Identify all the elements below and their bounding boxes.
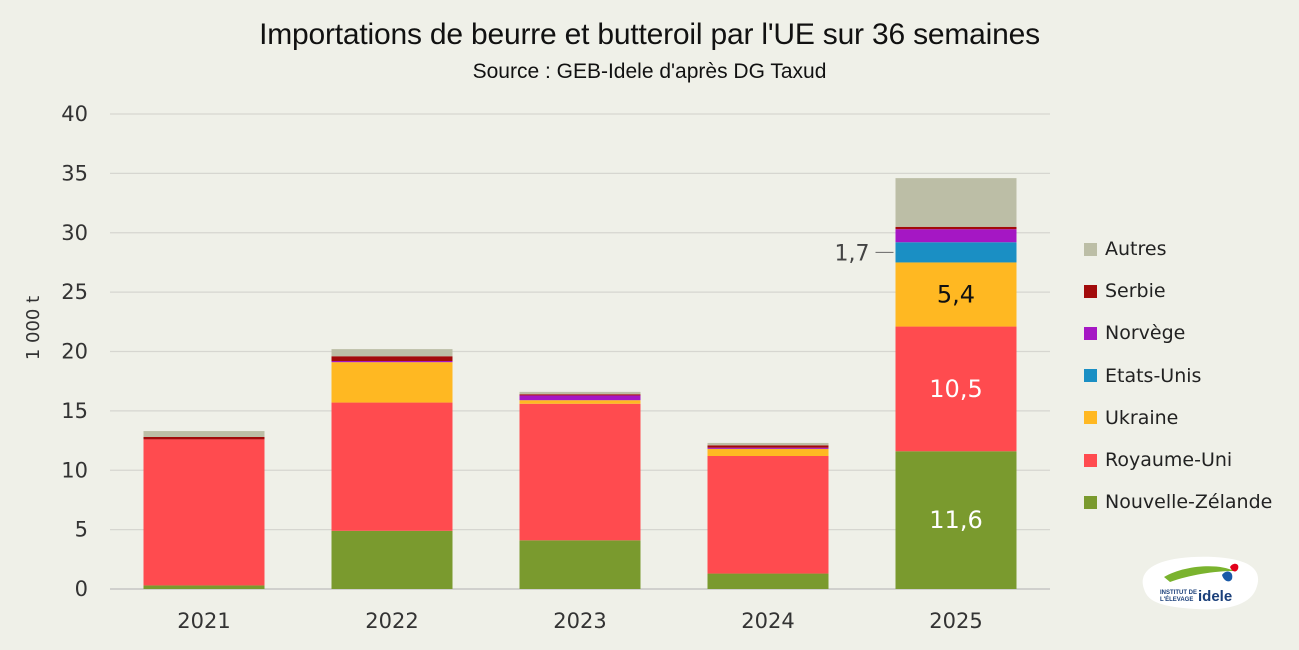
bar-segment (331, 362, 453, 403)
legend-swatch (1084, 242, 1097, 256)
data-label: 5,4 (937, 281, 975, 309)
y-axis-label: 1 000 t (23, 296, 44, 360)
y-tick-label: 20 (61, 340, 88, 364)
y-tick-label: 10 (61, 458, 88, 482)
chart-title: Importations de beurre et butteroil par … (259, 18, 1040, 51)
bar-segment (331, 349, 453, 357)
y-tick-label: 30 (61, 221, 88, 245)
bar-segment (707, 573, 829, 589)
bar-segment (895, 178, 1017, 227)
legend-item: Serbie (1084, 270, 1272, 312)
y-tick-label: 35 (61, 161, 88, 185)
legend-swatch (1084, 495, 1097, 509)
legend-label: Autres (1105, 238, 1167, 261)
x-tick-label: 2025 (929, 609, 982, 633)
logo-brand: idele (1198, 588, 1232, 605)
bar-segment (895, 262, 1017, 327)
chart-subtitle: Source : GEB-Idele d'après DG Taxud (472, 60, 827, 83)
legend-swatch (1084, 369, 1097, 383)
bar-segment (143, 431, 265, 437)
y-tick-label: 5 (75, 518, 88, 542)
bar-segment (895, 242, 1017, 263)
data-label: 10,5 (929, 375, 982, 403)
legend-label: Norvège (1105, 322, 1186, 345)
x-tick-label: 2023 (553, 609, 606, 633)
bar-segment (519, 540, 641, 589)
legend-swatch (1084, 411, 1097, 425)
legend-item: Royaume-Uni (1084, 439, 1272, 481)
bar-segment (707, 456, 829, 574)
legend-swatch (1084, 326, 1097, 340)
bar-segment (331, 361, 453, 363)
legend-item: Etats-Unis (1084, 355, 1272, 397)
x-tick-label: 2021 (177, 609, 230, 633)
bar-segment (895, 326, 1017, 452)
legend-item: Norvège (1084, 312, 1272, 354)
legend-label: Ukraine (1105, 406, 1179, 429)
y-tick-label: 40 (61, 102, 88, 126)
idele-logo: INSTITUT DE L'ÉLEVAGE idele (1134, 549, 1264, 616)
bar-segment (895, 451, 1017, 589)
legend: Autres Serbie Norvège Etats-Unis Ukraine Roya… (1084, 228, 1272, 523)
bar-segment (519, 395, 641, 401)
bar-segment (519, 403, 641, 541)
data-label: 11,6 (929, 506, 982, 534)
bar-segment (895, 226, 1017, 230)
y-tick-label: 0 (75, 577, 88, 601)
x-axis-ticks: 2021 2022 2023 2024 2025 (177, 609, 982, 633)
bar-segment (143, 585, 265, 589)
bar-segment (519, 400, 641, 404)
legend-swatch (1084, 284, 1097, 298)
legend-label: Serbie (1105, 280, 1166, 303)
bar-segment (519, 394, 641, 396)
y-axis-ticks: 0 5 10 15 20 25 30 35 40 (61, 102, 88, 601)
legend-label: Etats-Unis (1105, 364, 1202, 387)
data-label: 1,7 (835, 241, 870, 266)
x-tick-label: 2022 (365, 609, 418, 633)
legend-swatch (1084, 453, 1097, 467)
bar-segment (707, 445, 829, 448)
bar-segment (707, 448, 829, 456)
data-labels: 11,6 10,5 5,4 1,7 (835, 241, 983, 534)
legend-item: Nouvelle-Zélande (1084, 481, 1272, 523)
logo-line1: INSTITUT DE (1160, 590, 1197, 596)
logo-line2: L'ÉLEVAGE (1160, 595, 1193, 603)
bar-segment (331, 402, 453, 531)
bar-segment (143, 437, 265, 440)
bar-segment (707, 442, 829, 446)
bars (143, 178, 1017, 589)
bar-segment (707, 447, 829, 449)
legend-item: Autres (1084, 228, 1272, 270)
y-tick-label: 25 (61, 280, 88, 304)
legend-label: Nouvelle-Zélande (1105, 491, 1273, 514)
bar-segment (143, 439, 265, 586)
bar-segment (331, 356, 453, 361)
legend-label: Royaume-Uni (1105, 449, 1233, 472)
bar-segment (519, 391, 641, 395)
x-tick-label: 2024 (741, 609, 794, 633)
bar-segment (895, 229, 1017, 243)
y-tick-label: 15 (61, 399, 88, 423)
legend-item: Ukraine (1084, 397, 1272, 439)
bar-segment (331, 530, 453, 589)
